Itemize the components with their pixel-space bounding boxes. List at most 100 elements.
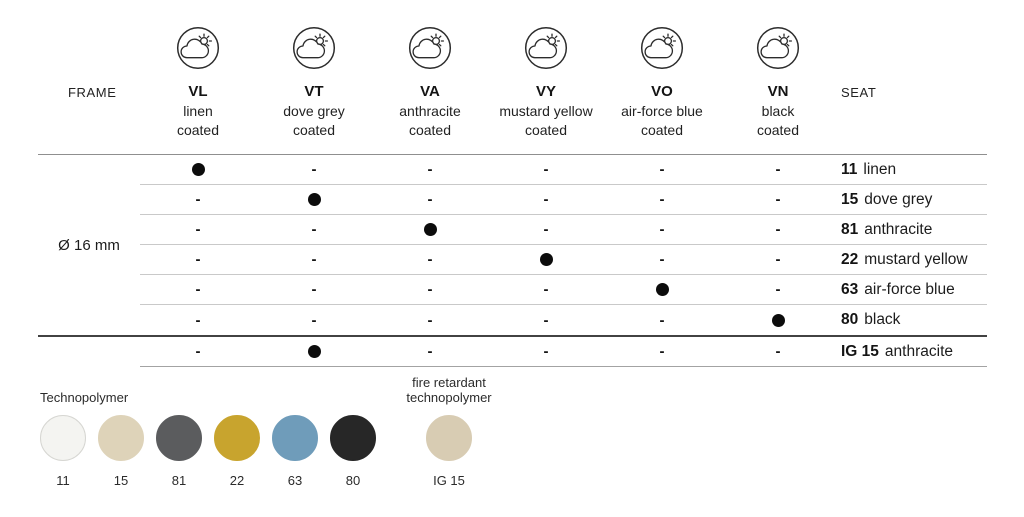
seat-label: 81 anthracite	[836, 215, 987, 245]
frame-code: VA	[420, 83, 440, 100]
frame-color-name: mustard yellow	[499, 103, 593, 119]
matrix-cell: -	[372, 245, 488, 275]
frame-finish: coated	[640, 122, 684, 138]
seat-color-name: linen	[863, 160, 897, 178]
matrix-cell	[720, 305, 836, 335]
frame-finish: coated	[176, 122, 220, 138]
frame-color-name: linen	[183, 103, 213, 119]
seat-label: 11 linen	[836, 155, 987, 185]
seat-label: 15 dove grey	[836, 185, 987, 215]
frame-code: VT	[304, 83, 324, 100]
seat-code: IG 15	[841, 342, 879, 360]
matrix-cell: -	[140, 185, 256, 215]
frame-color-name: dove grey	[283, 103, 345, 119]
color-swatch	[98, 415, 144, 461]
seat-color-name: mustard yellow	[864, 250, 968, 268]
selected-dot	[307, 193, 321, 206]
swatch-item: 22	[214, 415, 260, 488]
swatch-item: 81	[156, 415, 202, 488]
seat-label: 63 air-force blue	[836, 275, 987, 305]
weather-resistant-icon	[756, 26, 800, 70]
matrix-cell: -	[140, 337, 256, 367]
column-header-vy: VY mustard yellow coated	[488, 26, 604, 140]
column-header-vo: VO air-force blue coated	[604, 26, 720, 140]
swatch-code: 15	[113, 473, 129, 488]
frame-color-name: air-force blue	[621, 103, 703, 119]
selected-dot	[655, 283, 669, 296]
matrix-cell: -	[256, 215, 372, 245]
matrix-cell: -	[604, 245, 720, 275]
matrix-cell: -	[488, 337, 604, 367]
matrix-cell	[604, 275, 720, 305]
matrix-cell	[140, 155, 256, 185]
matrix-cell: -	[488, 275, 604, 305]
color-swatch	[272, 415, 318, 461]
finish-combination-page: FRAME VL linen coated VT dove grey coate…	[38, 0, 987, 488]
matrix-cell: -	[140, 215, 256, 245]
matrix-cell: -	[543, 311, 549, 329]
frame-code: VL	[188, 83, 208, 100]
matrix-cell: -	[372, 155, 488, 185]
frame-finish: coated	[292, 122, 336, 138]
swatch-item: 63	[272, 415, 318, 488]
matrix-cell: -	[256, 245, 372, 275]
fire-retardant-swatch-row: IG 15	[426, 415, 472, 488]
technopolymer-group: Technopolymer 11 15 81 22	[40, 375, 376, 488]
column-header-vt: VT dove grey coated	[256, 26, 372, 140]
seat-code: 63	[841, 280, 859, 298]
frame-finish: coated	[524, 122, 568, 138]
swatch-code: 81	[171, 473, 187, 488]
matrix-cell: -	[720, 185, 836, 215]
material-swatches-section: Technopolymer 11 15 81 22	[38, 375, 987, 488]
swatch-item: IG 15	[426, 415, 472, 488]
weather-resistant-icon	[524, 26, 568, 70]
matrix-cell: -	[195, 311, 201, 329]
frame-column-header: FRAME	[68, 85, 117, 100]
swatch-item: 11	[40, 415, 86, 488]
frame-finish: coated	[756, 122, 800, 138]
matrix-cell: -	[256, 155, 372, 185]
color-swatch	[426, 415, 472, 461]
color-swatch	[156, 415, 202, 461]
technopolymer-label: Technopolymer	[40, 390, 129, 405]
section-divider	[38, 335, 987, 337]
matrix-cell: -	[720, 215, 836, 245]
seat-label: IG 15 anthracite	[836, 337, 987, 367]
matrix-cell	[256, 337, 372, 367]
frame-size-label: Ø 16 mm	[58, 236, 120, 254]
fire-retardant-group: fire retardant technopolymer IG 15	[390, 375, 508, 488]
seat-code: 80	[841, 311, 859, 328]
selected-dot	[191, 163, 205, 176]
seat-color-name: anthracite	[864, 220, 933, 238]
matrix-cell	[372, 215, 488, 245]
fire-retardant-label: fire retardant technopolymer	[406, 375, 492, 405]
matrix-cell	[488, 245, 604, 275]
matrix-cell: -	[720, 275, 836, 305]
matrix-cell: -	[604, 215, 720, 245]
weather-resistant-icon	[408, 26, 452, 70]
frame-code: VY	[535, 83, 556, 100]
frame-code: VN	[767, 83, 789, 100]
seat-code: 15	[841, 190, 859, 208]
swatch-code: 63	[287, 473, 303, 488]
matrix-cell: -	[372, 275, 488, 305]
matrix-cell: -	[140, 245, 256, 275]
matrix-cell: -	[311, 311, 317, 329]
swatch-code: IG 15	[433, 473, 465, 488]
technopolymer-swatch-row: 11 15 81 22 63	[40, 415, 376, 488]
frame-color-name: black	[761, 103, 795, 119]
seat-color-name: dove grey	[864, 190, 933, 208]
matrix-cell: -	[256, 275, 372, 305]
matrix-cell: -	[659, 311, 665, 329]
matrix-cell: -	[488, 155, 604, 185]
swatch-item: 15	[98, 415, 144, 488]
fire-retardant-row-section: - - - - - IG 15 anthracite	[38, 337, 987, 367]
frame-code: VO	[651, 83, 673, 100]
seat-color-name: black	[864, 311, 901, 328]
matrix-cell: -	[372, 337, 488, 367]
color-swatch	[330, 415, 376, 461]
matrix-cell: -	[720, 245, 836, 275]
color-swatch	[40, 415, 86, 461]
color-swatch	[214, 415, 260, 461]
seat-color-name: anthracite	[884, 342, 953, 360]
